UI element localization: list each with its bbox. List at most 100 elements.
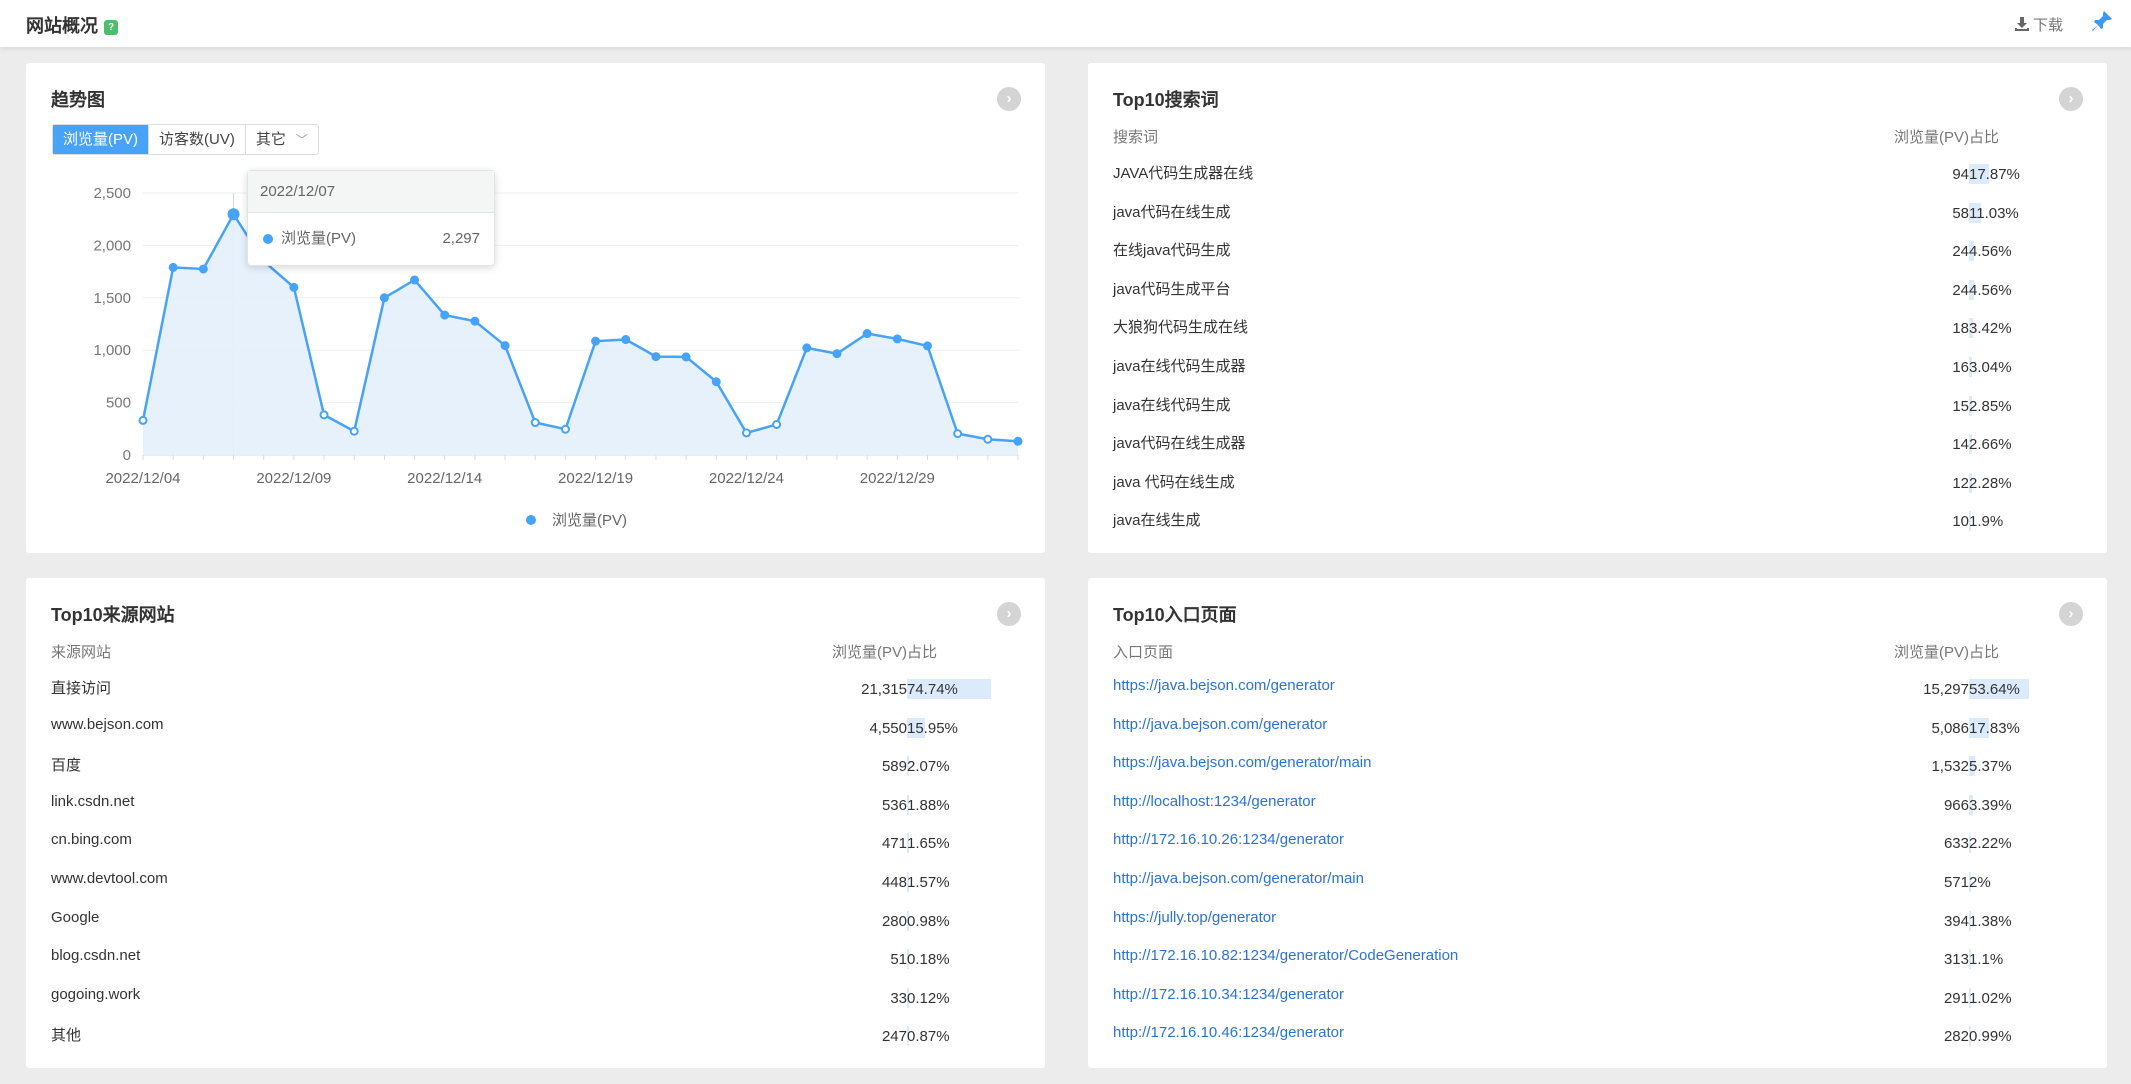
download-button[interactable]: 下载	[2014, 14, 2063, 35]
data-point	[832, 349, 842, 359]
row-name: 大狼狗代码生成在线	[1113, 319, 1249, 337]
trend-chart[interactable]: 0 500 1,000 1,500 2,000 2,500 2022/12/04 2022/1…	[26, 63, 1045, 553]
help-icon[interactable]: ?	[104, 20, 118, 35]
row-pv: 448	[881, 873, 907, 891]
row-pct: 4.56%	[1969, 279, 2012, 300]
entry-link[interactable]: https://jully.top/generator	[1113, 908, 1277, 926]
row-pct: 74.74%	[907, 679, 991, 699]
entry-link[interactable]: http://172.16.10.34:1234/generator	[1113, 985, 1345, 1003]
row-pv: 471	[881, 835, 907, 853]
entry-link[interactable]: http://java.bejson.com/generator/main	[1113, 869, 1364, 887]
pct-bar	[907, 679, 991, 699]
table-row: blog.csdn.net 51 0.18%	[51, 939, 1011, 978]
sources-title: Top10来源网站	[51, 605, 175, 625]
pct-bar	[907, 949, 909, 970]
row-pct: 0.87%	[907, 1026, 950, 1047]
entry-link[interactable]: https://java.bejson.com/generator	[1113, 677, 1335, 694]
pin-icon	[2092, 11, 2112, 31]
entry-link[interactable]: http://172.16.10.46:1234/generator	[1113, 1024, 1345, 1042]
table-row: link.csdn.net 536 1.88%	[51, 785, 1011, 824]
row-pct: 1.1%	[1969, 949, 2004, 970]
table-row: http://172.16.10.26:1234/generator 633 2.2…	[1113, 823, 2073, 862]
pct-bar	[1969, 318, 1973, 339]
data-point	[289, 282, 299, 292]
row-pv: 12	[1952, 474, 1969, 492]
pct-bar	[1969, 395, 1973, 416]
row-pct: 4.56%	[1969, 241, 2012, 262]
table-row: java代码生成平台 24 4.56%	[1113, 270, 2073, 309]
tooltip-value: 2,297	[442, 230, 480, 247]
row-name: java在线生成	[1113, 512, 1201, 530]
table-header: 来源网站 浏览量(PV) 占比	[51, 633, 1011, 669]
row-pv: 247	[881, 1028, 907, 1046]
row-pct: 15.95%	[907, 717, 958, 738]
entry-link[interactable]: http://172.16.10.82:1234/generator/CodeG…	[1113, 947, 1459, 965]
tooltip-series: 浏览量(PV)	[281, 230, 357, 247]
entry-link[interactable]: http://java.bejson.com/generator	[1113, 715, 1328, 733]
row-pct: 3.42%	[1969, 318, 2012, 339]
col-pct-header: 占比	[1969, 644, 2000, 661]
data-point	[983, 434, 993, 444]
row-name: gogoing.work	[51, 985, 141, 1003]
col-pv-header: 浏览量(PV)	[831, 644, 907, 661]
row-pv: 24	[1952, 243, 1969, 261]
row-pct: 0.18%	[907, 949, 950, 970]
col-pct-header: 占比	[1969, 129, 2000, 146]
data-point	[319, 410, 329, 420]
row-pct: 1.02%	[1969, 987, 2012, 1008]
row-name: blog.csdn.net	[51, 947, 141, 965]
trend-title: 趋势图	[51, 90, 105, 110]
chevron-right-icon: ›	[2068, 605, 2074, 622]
entry-link[interactable]: https://java.bejson.com/generator/main	[1113, 754, 1372, 772]
row-name: java代码在线生成器	[1113, 435, 1246, 453]
row-name: www.bejson.com	[51, 715, 164, 733]
pct-bar	[1969, 910, 1971, 931]
tab-pv[interactable]: 浏览量(PV)	[53, 125, 150, 154]
row-pv: 21,315	[861, 681, 907, 698]
pct-bar	[907, 756, 910, 777]
data-point	[1013, 436, 1023, 446]
col-pv-header: 浏览量(PV)	[1893, 644, 1969, 661]
row-name: 直接访问	[51, 680, 112, 697]
y-tick-label: 2,500	[93, 185, 131, 202]
x-tick-label: 2022/12/24	[709, 470, 784, 487]
row-pct: 1.9%	[1969, 511, 2004, 532]
table-row: gogoing.work 33 0.12%	[51, 978, 1011, 1017]
trend-more-button[interactable]: ›	[997, 87, 1021, 111]
pct-bar	[1969, 871, 1972, 892]
top-bar: 网站概况? 下载	[0, 0, 2131, 47]
entry-link[interactable]: http://localhost:1234/generator	[1113, 792, 1316, 810]
pct-bar	[1969, 717, 1989, 738]
row-pv: 14	[1952, 436, 1969, 454]
row-pct: 53.64%	[1969, 679, 2030, 699]
row-name: 在线java代码生成	[1113, 242, 1231, 260]
row-pv: 633	[1943, 835, 1969, 853]
sources-more-button[interactable]: ›	[997, 602, 1021, 626]
table-row: https://jully.top/generator 394 1.38%	[1113, 901, 2073, 940]
pin-button[interactable]	[2091, 10, 2113, 37]
row-pv: 313	[1943, 951, 1969, 969]
series-dot-icon	[263, 234, 273, 244]
row-pv: 966	[1943, 796, 1969, 814]
tab-other-dropdown[interactable]: 其它 ﹀	[255, 131, 308, 148]
entry-more-button[interactable]: ›	[2059, 602, 2083, 626]
pct-bar	[1969, 949, 1971, 970]
pct-bar	[1969, 679, 2030, 699]
row-name: 其他	[51, 1027, 82, 1045]
row-pv: 15	[1952, 397, 1969, 415]
tab-uv[interactable]: 访客数(UV)	[149, 125, 246, 154]
row-pv: 4,550	[869, 719, 907, 737]
pct-bar	[907, 717, 925, 738]
table-row: www.devtool.com 448 1.57%	[51, 862, 1011, 901]
row-pct: 17.87%	[1969, 164, 2020, 184]
pct-bar	[907, 833, 909, 854]
row-pv: 16	[1952, 358, 1969, 376]
entry-link[interactable]: http://172.16.10.26:1234/generator	[1113, 831, 1345, 849]
col-pct-header: 占比	[907, 644, 938, 661]
search-more-button[interactable]: ›	[2059, 87, 2083, 111]
row-pv: 571	[1943, 873, 1969, 891]
y-tick-label: 500	[106, 395, 131, 412]
data-point	[802, 343, 812, 353]
row-pct: 2.28%	[1969, 472, 2012, 493]
chevron-down-icon: ﹀	[295, 133, 308, 147]
